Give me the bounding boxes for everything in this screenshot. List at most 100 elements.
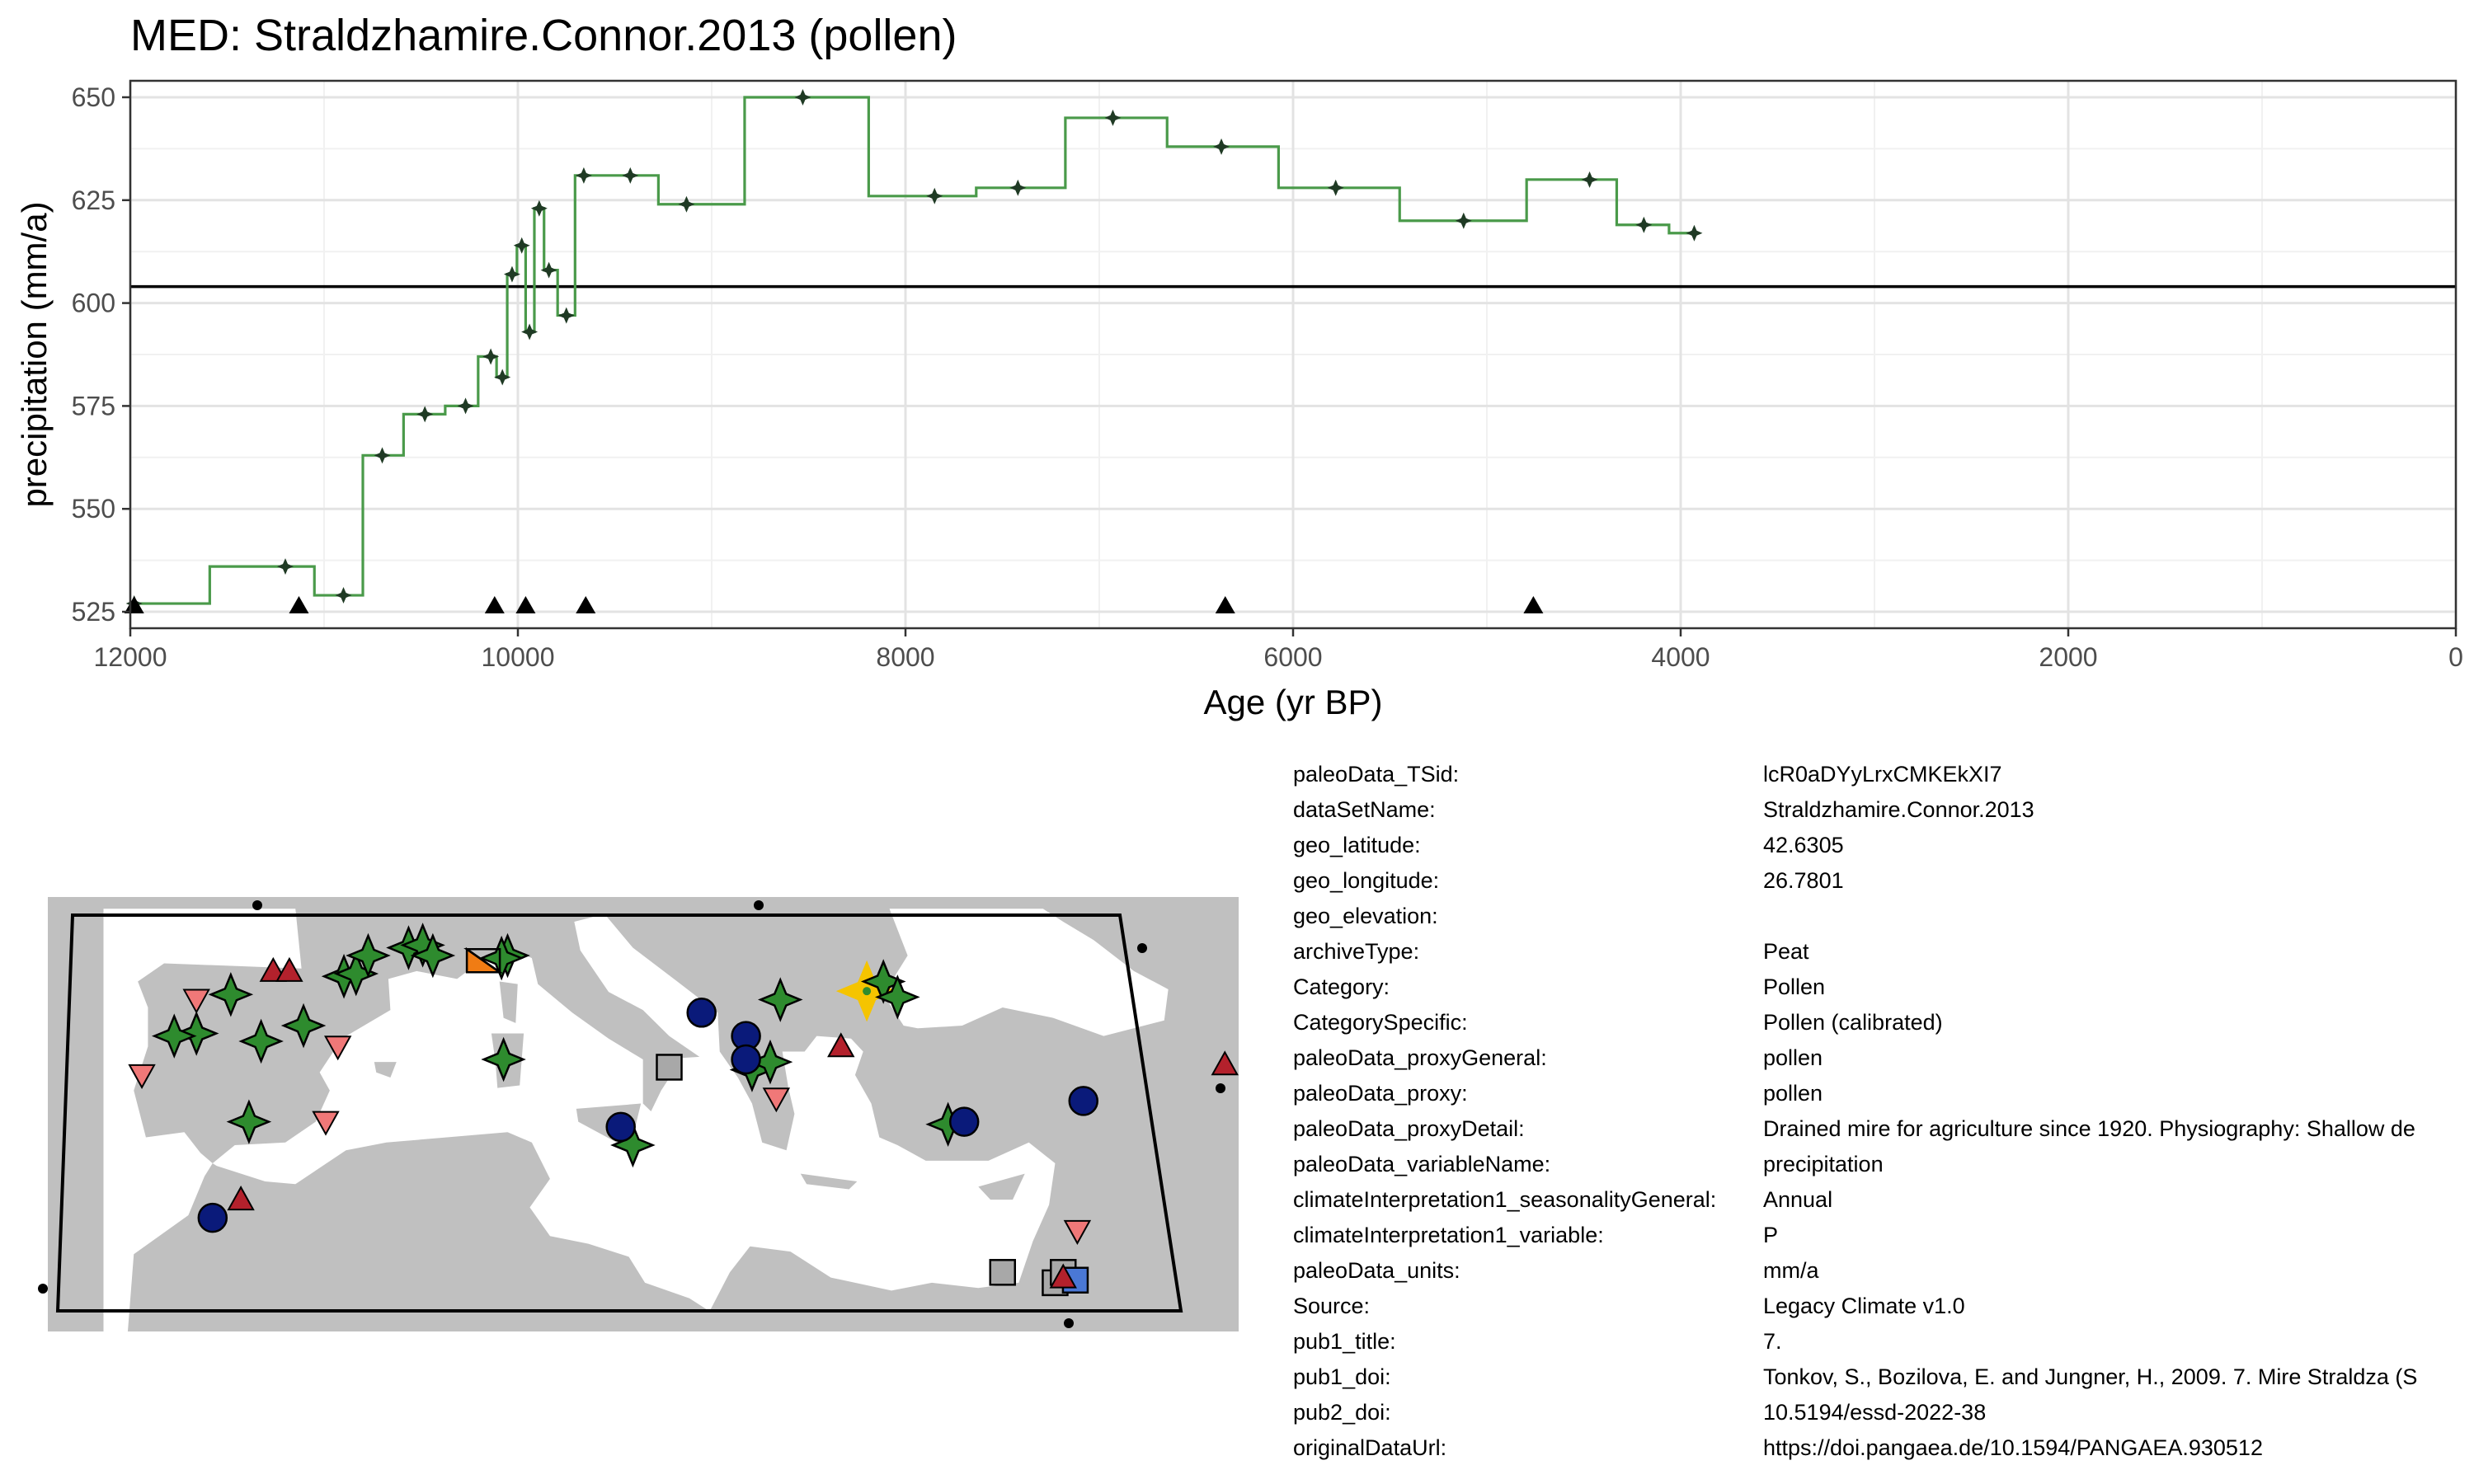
- metadata-key: pub2_doi:: [1293, 1400, 1391, 1425]
- metadata-key: paleoData_proxy:: [1293, 1081, 1468, 1106]
- site-triangle-down: [762, 1087, 791, 1113]
- data-point: [678, 195, 695, 213]
- age-marker: [289, 596, 309, 613]
- data-point: [530, 200, 548, 217]
- site-star: [875, 974, 920, 1020]
- metadata-key: climateInterpretation1_variable:: [1293, 1223, 1604, 1247]
- data-point: [513, 237, 530, 254]
- site-triangle-down: [182, 989, 210, 1014]
- site-circle: [1068, 1086, 1098, 1116]
- atlantic-ocean: [103, 909, 302, 1332]
- metadata-key: dataSetName:: [1293, 797, 1436, 822]
- metadata-key: paleoData_proxyGeneral:: [1293, 1045, 1547, 1070]
- metadata-value: 10.5194/essd-2022-38: [1763, 1400, 1987, 1425]
- data-point: [1581, 171, 1598, 188]
- metadata-value: pollen: [1763, 1045, 1823, 1070]
- metadata-key: CategorySpecific:: [1293, 1010, 1468, 1035]
- metadata-row: pub1_title: 7.: [1293, 1324, 2474, 1360]
- metadata-value: Pollen: [1763, 974, 1826, 999]
- metadata-row: Category: Pollen: [1293, 970, 2474, 1005]
- x-tick-label: 2000: [2039, 642, 2097, 672]
- metadata-value: 42.6305: [1763, 833, 1844, 857]
- metadata-row: originalDataUrl: https://doi.pangaea.de/1…: [1293, 1430, 2474, 1466]
- data-point: [1213, 138, 1230, 155]
- x-tick-label: 0: [2448, 642, 2463, 672]
- site-star: [757, 977, 803, 1022]
- region-outline: [55, 913, 1183, 1313]
- metadata-key: geo_longitude:: [1293, 868, 1440, 893]
- metadata-row: Source: Legacy Climate v1.0: [1293, 1289, 2474, 1324]
- metadata-key: paleoData_TSid:: [1293, 762, 1460, 787]
- metadata-row: geo_latitude: 42.6305: [1293, 828, 2474, 863]
- metadata-value: Pollen (calibrated): [1763, 1010, 1943, 1035]
- site-star: [151, 1013, 197, 1059]
- metadata-table: paleoData_TSid: lcR0aDYyLrxCMKEkXI7 dataSe…: [1293, 757, 2474, 1466]
- metadata-value: Drained mire for agriculture since 1920.…: [1763, 1116, 2415, 1141]
- site-star: [410, 932, 456, 979]
- data-point: [540, 261, 557, 279]
- metadata-row: paleoData_proxyGeneral: pollen: [1293, 1040, 2474, 1076]
- site-star: [346, 932, 391, 979]
- y-tick-label: 650: [72, 82, 115, 112]
- site-highlight-center: [863, 987, 872, 996]
- metadata-key: paleoData_proxyDetail:: [1293, 1116, 1525, 1141]
- data-point: [794, 88, 811, 106]
- metadata-row: paleoData_proxy: pollen: [1293, 1076, 2474, 1111]
- metadata-value: precipitation: [1763, 1152, 1884, 1176]
- metadata-value: Annual: [1763, 1187, 1833, 1212]
- chart-title: MED: Straldzhamire.Connor.2013 (pollen): [130, 11, 957, 60]
- y-tick-label: 625: [72, 186, 115, 215]
- site-circle: [731, 1044, 761, 1075]
- metadata-value: Tonkov, S., Bozilova, E. and Jungner, H.…: [1763, 1364, 2418, 1389]
- island: [499, 981, 518, 1023]
- metadata-row: pub2_doi: 10.5194/essd-2022-38: [1293, 1395, 2474, 1430]
- y-tick-label: 575: [72, 391, 115, 420]
- x-tick-label: 8000: [876, 642, 934, 672]
- data-point: [1455, 212, 1472, 229]
- y-tick-label: 550: [72, 494, 115, 524]
- data-point: [926, 187, 943, 204]
- x-tick-label: 4000: [1651, 642, 1710, 672]
- site-circle: [605, 1111, 636, 1143]
- metadata-row: climateInterpretation1_seasonalityGenera…: [1293, 1182, 2474, 1218]
- site-circle: [948, 1106, 980, 1137]
- y-tick-label: 600: [72, 289, 115, 318]
- site-square: [989, 1259, 1016, 1286]
- metadata-row: geo_longitude: 26.7801: [1293, 863, 2474, 899]
- precipitation-chart: 525 550 575 600 625 650 12000 10000 8000 6000 4000…: [15, 79, 2463, 721]
- metadata-value: 7.: [1763, 1329, 1782, 1354]
- region-dot: [252, 900, 262, 910]
- y-tick-label: 525: [72, 597, 115, 627]
- site-triangle-down: [324, 1036, 352, 1061]
- age-marker: [576, 596, 596, 613]
- site-star: [478, 935, 524, 981]
- island: [374, 1062, 397, 1078]
- site-star: [238, 1018, 284, 1064]
- region-dot: [754, 900, 764, 910]
- age-marker: [1523, 596, 1544, 613]
- metadata-row: dataSetName: Straldzhamire.Connor.2013: [1293, 792, 2474, 828]
- metadata-key: geo_latitude:: [1293, 833, 1421, 857]
- metadata-key: geo_elevation:: [1293, 904, 1438, 928]
- data-point: [335, 587, 352, 604]
- x-tick-label: 10000: [482, 642, 555, 672]
- data-point: [622, 167, 639, 184]
- y-axis-label: precipitation (mm/a): [15, 201, 54, 507]
- metadata-key: paleoData_variableName:: [1293, 1152, 1551, 1176]
- x-tick-label: 6000: [1263, 642, 1322, 672]
- metadata-row: paleoData_variableName: precipitation: [1293, 1147, 2474, 1182]
- site-star: [208, 971, 254, 1017]
- metadata-value: mm/a: [1763, 1258, 1819, 1283]
- age-marker: [515, 596, 536, 613]
- metadata-row: paleoData_proxyDetail: Drained mire for a…: [1293, 1111, 2474, 1147]
- site-star: [280, 1003, 327, 1049]
- data-point: [557, 307, 575, 324]
- data-point: [1327, 179, 1344, 196]
- metadata-value: pollen: [1763, 1081, 1823, 1106]
- data-point: [1686, 224, 1703, 242]
- metadata-row: CategorySpecific: Pollen (calibrated): [1293, 1005, 2474, 1040]
- data-point: [457, 397, 474, 415]
- region-dot: [1064, 1318, 1074, 1328]
- site-triangle-down: [128, 1064, 156, 1089]
